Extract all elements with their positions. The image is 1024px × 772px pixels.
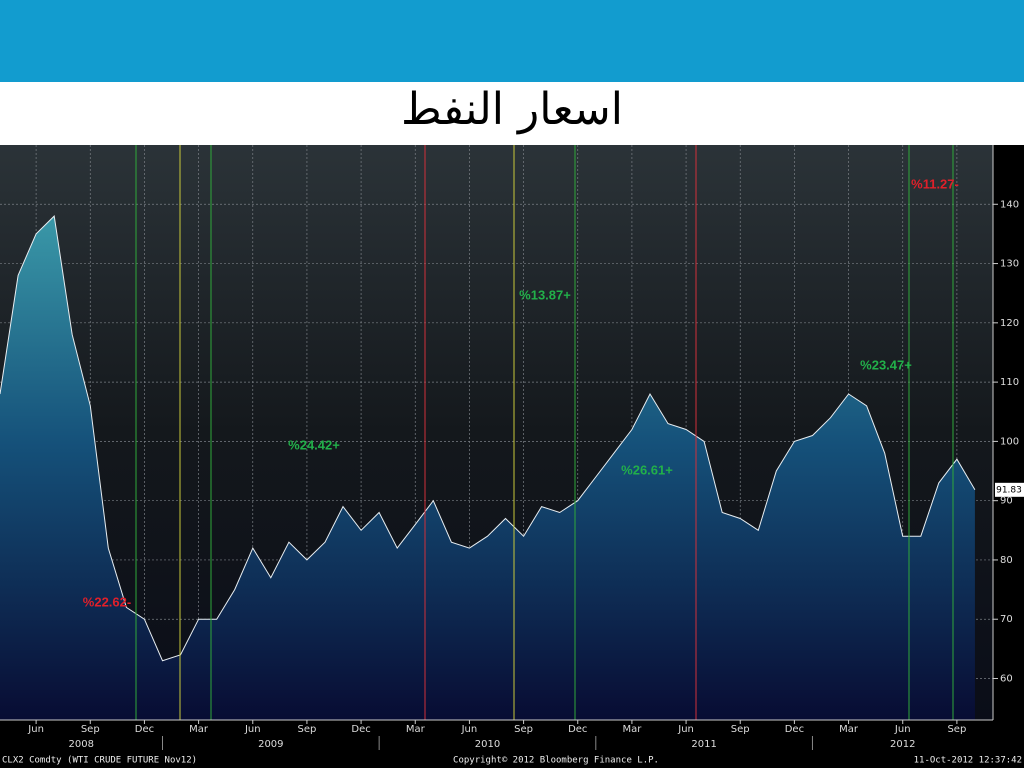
year-label: 2009 — [258, 739, 283, 750]
y-tick-label: 70 — [1000, 614, 1013, 625]
y-tick-label: 100 — [1000, 436, 1019, 447]
y-tick-label: 110 — [1000, 377, 1019, 388]
x-tick-label: Mar — [839, 724, 859, 735]
x-tick-label: Jun — [244, 724, 261, 735]
year-label: 2011 — [691, 739, 716, 750]
y-tick-label: 140 — [1000, 199, 1019, 210]
x-tick-label: Sep — [81, 724, 100, 735]
x-tick-label: Mar — [406, 724, 426, 735]
title-band — [0, 82, 1024, 145]
axes: 60 70 80 90 100 110 120 130 140 Jun Sep Dec Mar Jun Se… — [27, 199, 1024, 750]
event-lines — [135, 145, 954, 720]
year-label: 2012 — [890, 739, 915, 750]
x-tick-label: Dec — [135, 724, 154, 735]
x-tick-label: Jun — [677, 724, 694, 735]
footer-center: Copyright© 2012 Bloomberg Finance L.P. — [453, 756, 659, 766]
year-label: 2010 — [475, 739, 500, 750]
x-tick-label: Mar — [622, 724, 642, 735]
annotation: %24.42+ — [288, 437, 340, 452]
x-tick-label: Dec — [351, 724, 370, 735]
footer-right: 11-Oct-2012 12:37:42 — [914, 756, 1022, 766]
y-tick-label: 120 — [1000, 318, 1019, 329]
x-tick-label: Sep — [514, 724, 533, 735]
x-tick-label: Dec — [568, 724, 587, 735]
x-tick-label: Sep — [297, 724, 316, 735]
annotation: %13.87+ — [519, 287, 571, 302]
y-tick-label: 90 — [1000, 496, 1013, 507]
area — [0, 216, 975, 720]
year-label: 2008 — [69, 739, 94, 750]
x-tick-label: Jun — [461, 724, 478, 735]
header-bar — [0, 0, 1024, 82]
annotation: %11.27- — [911, 176, 959, 191]
y-tick-label: 130 — [1000, 259, 1019, 270]
x-tick-label: Sep — [947, 724, 966, 735]
footer-left: CLX2 Comdty (WTI CRUDE FUTURE Nov12) — [2, 756, 197, 766]
annotation: %23.47+ — [860, 357, 912, 372]
y-tick-label: 60 — [1000, 674, 1013, 685]
annotation: %22.62- — [83, 594, 131, 609]
annotation: %26.61+ — [621, 462, 673, 477]
chart-title: اسعار النفط — [401, 84, 623, 135]
plot — [0, 215, 976, 720]
x-tick-label: Jun — [894, 724, 911, 735]
y-tick-label: 80 — [1000, 555, 1013, 566]
x-tick-label: Dec — [785, 724, 804, 735]
x-tick-label: Sep — [731, 724, 750, 735]
x-tick-label: Jun — [27, 724, 44, 735]
last-value: 91.83 — [996, 485, 1022, 495]
last-value-box — [995, 482, 1024, 497]
line — [0, 215, 976, 662]
x-tick-label: Mar — [189, 724, 209, 735]
